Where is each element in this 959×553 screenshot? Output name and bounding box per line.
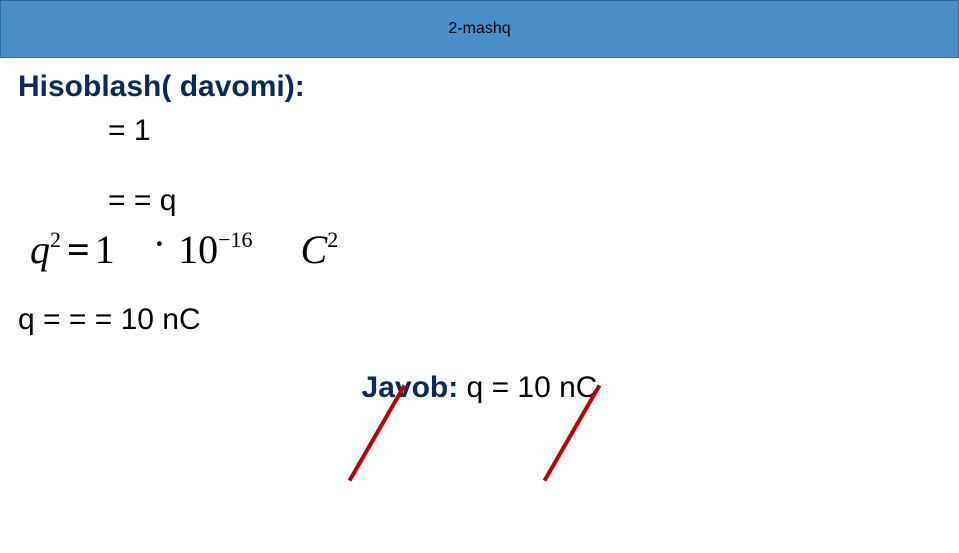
eq-base: 10−16 <box>178 226 252 273</box>
equation-block: q2 = 1 · 10−16 C2 <box>30 226 959 273</box>
calc-line-3: q = = = 10 nC <box>18 303 959 337</box>
calc-line-2: = = q <box>18 184 959 218</box>
title-bar: 2-mashq <box>0 0 959 58</box>
answer-line: Javob: q = 10 nC <box>0 371 959 405</box>
calc-line-1: = 1 <box>18 114 959 148</box>
page-title: 2-mashq <box>448 20 510 38</box>
eq-dot: · <box>153 220 166 267</box>
eq-coef: 1 <box>95 226 115 273</box>
eq-unit: C2 <box>301 226 339 273</box>
eq-var: q2 <box>30 226 61 273</box>
answer-label: Javob: <box>362 371 467 404</box>
answer-value: q = 10 nC <box>467 371 598 404</box>
eq-equals: = <box>67 226 89 273</box>
section-subtitle: Hisoblash( davomi): <box>18 70 959 104</box>
